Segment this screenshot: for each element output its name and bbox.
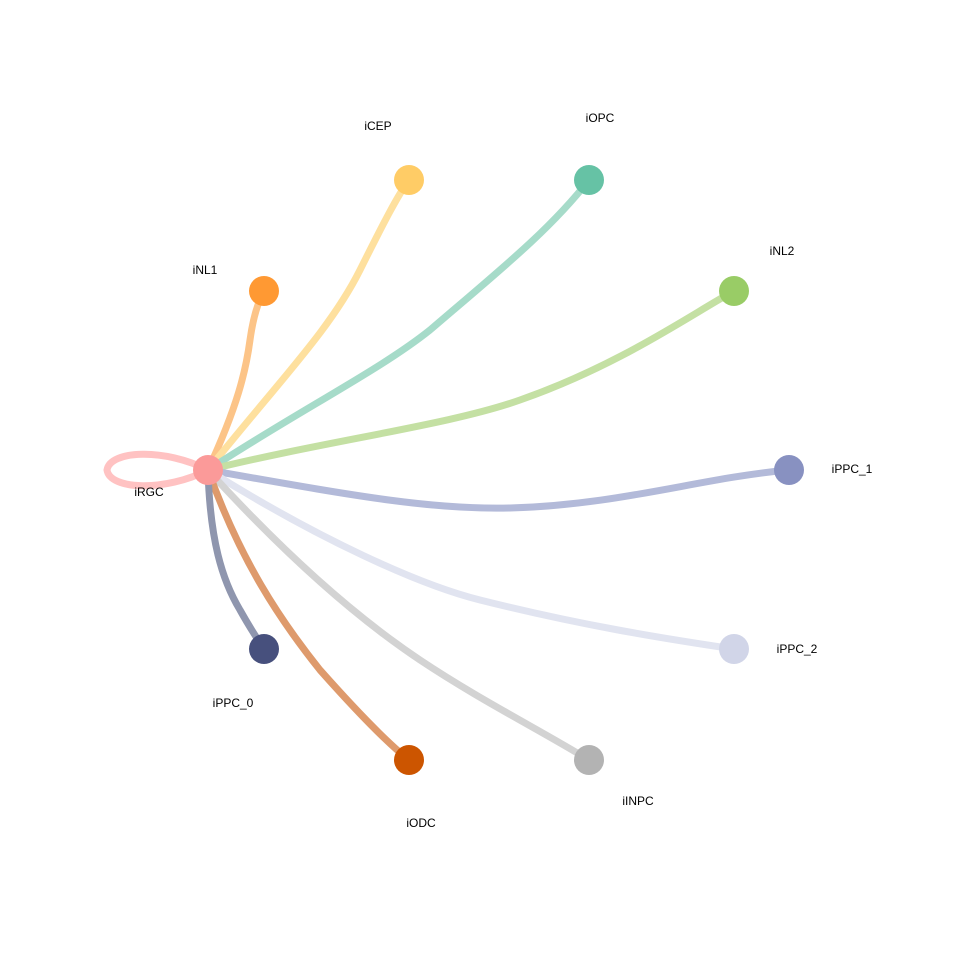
node-irgc	[193, 455, 223, 485]
node-label-iodc: iODC	[406, 816, 436, 830]
node-inl2	[719, 276, 749, 306]
node-label-ippc-1: iPPC_1	[832, 462, 873, 476]
edge-irgc-to-icep	[204, 176, 413, 474]
edge-irgc-to-ippc-1	[204, 466, 793, 512]
edge-self-loop-irgc	[103, 450, 212, 490]
node-label-ippc-2: iPPC_2	[777, 642, 818, 656]
edges-layer	[103, 176, 793, 764]
edge-irgc-to-ippc-2	[204, 466, 738, 653]
node-label-irgc: iRGC	[134, 485, 164, 499]
node-label-iopc: iOPC	[586, 111, 615, 125]
node-ippc-0	[249, 634, 279, 664]
node-iodc	[394, 745, 424, 775]
node-icep	[394, 165, 424, 195]
node-inl1	[249, 276, 279, 306]
node-label-inl1: iNL1	[193, 263, 218, 277]
node-label-iinpc: iINPC	[622, 794, 654, 808]
node-label-inl2: iNL2	[770, 244, 795, 258]
node-iinpc	[574, 745, 604, 775]
edge-irgc-to-iodc	[204, 466, 413, 764]
node-label-ippc-0: iPPC_0	[213, 696, 254, 710]
edge-irgc-to-iinpc	[204, 466, 593, 764]
node-ippc-1	[774, 455, 804, 485]
edge-irgc-to-inl2	[204, 287, 738, 474]
nodes-layer	[193, 165, 804, 775]
node-iopc	[574, 165, 604, 195]
node-ippc-2	[719, 634, 749, 664]
edge-irgc-to-inl1	[204, 287, 268, 474]
labels-layer: iRGC iNL1 iCEP iOPC iNL2 iPPC_1 iPPC_2 iINPC iOD…	[134, 111, 872, 830]
node-label-icep: iCEP	[364, 119, 391, 133]
edge-irgc-to-iopc	[204, 176, 593, 474]
